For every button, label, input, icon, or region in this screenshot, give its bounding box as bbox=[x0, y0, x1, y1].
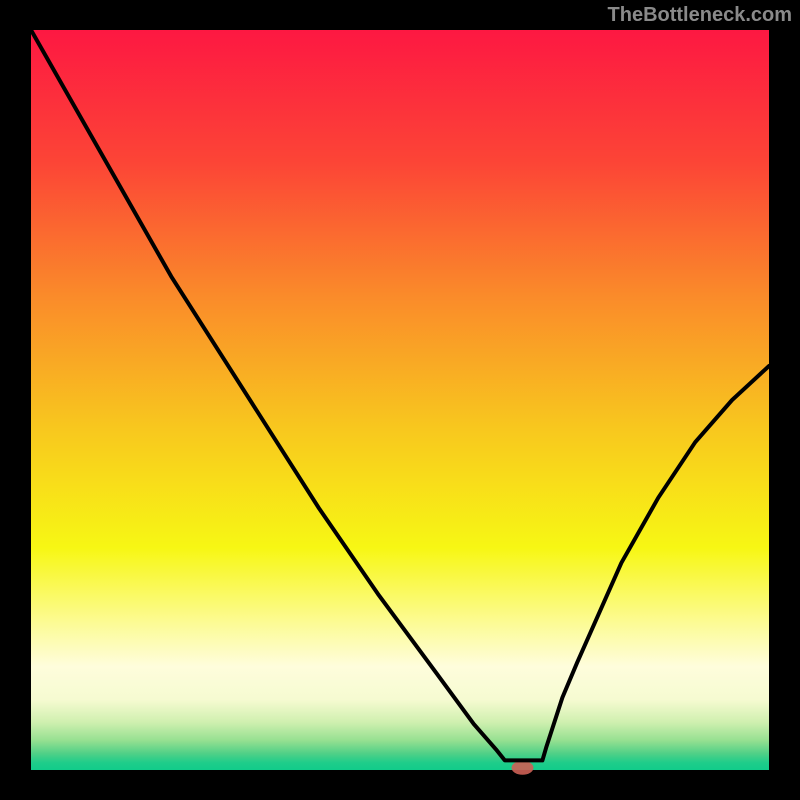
bottleneck-marker bbox=[512, 761, 534, 775]
plot-background bbox=[31, 30, 769, 770]
attribution-text: TheBottleneck.com bbox=[608, 4, 792, 27]
chart-container: TheBottleneck.com bbox=[0, 0, 800, 800]
bottleneck-chart bbox=[0, 0, 800, 800]
